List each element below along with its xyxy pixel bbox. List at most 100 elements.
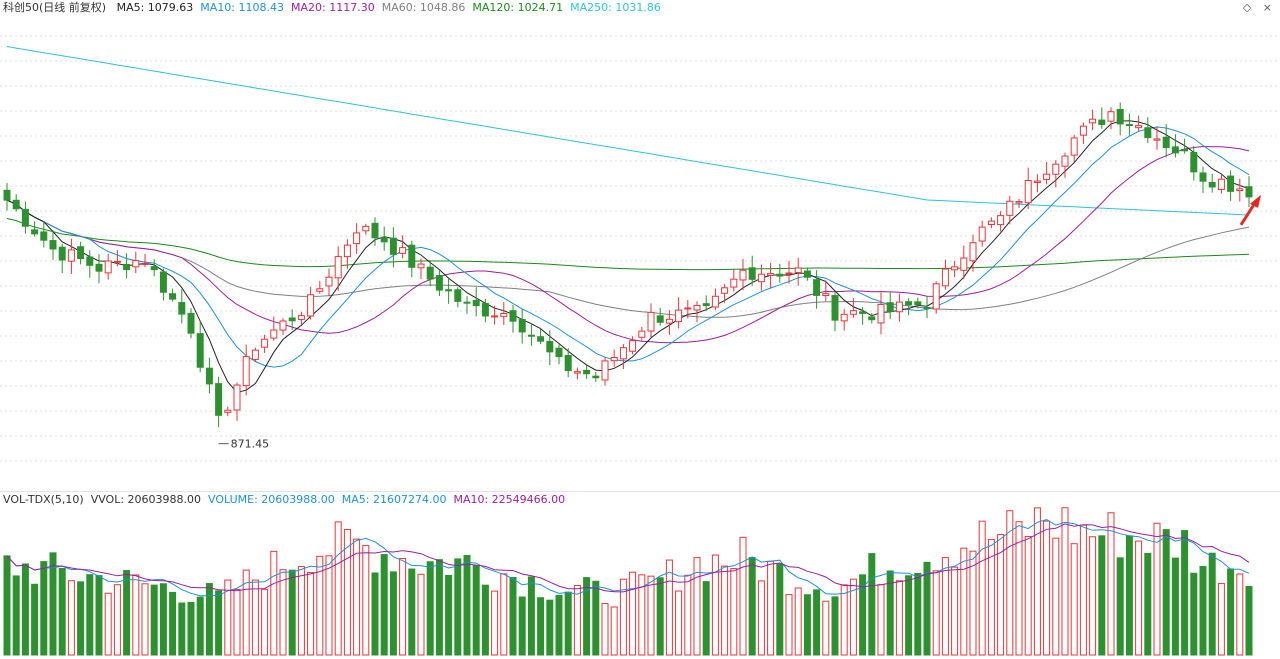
candle-body	[371, 222, 379, 239]
candle-body	[261, 338, 269, 348]
candle-body	[675, 309, 683, 323]
volume-bar	[233, 588, 241, 656]
price-legend-item: MA120: 1024.71	[472, 1, 564, 14]
volume-legend-item: MA5: 21607274.00	[341, 493, 447, 506]
volume-bar	[886, 570, 894, 656]
volume-bar	[1107, 512, 1115, 656]
candle-body	[941, 268, 949, 287]
volume-bar	[1024, 535, 1032, 656]
candle-body	[1061, 155, 1069, 167]
candle-body	[1162, 136, 1170, 149]
candle-body	[997, 215, 1005, 226]
candle-body	[435, 275, 443, 291]
volume-bar	[215, 590, 223, 656]
candle-body	[12, 199, 20, 210]
candle-body	[389, 237, 397, 255]
volume-bar	[141, 583, 149, 656]
candle-body	[757, 273, 765, 283]
volume-bar	[454, 558, 462, 656]
collapse-icon[interactable]: ◇	[1242, 1, 1252, 14]
volume-bar	[527, 576, 535, 656]
candle-body	[3, 189, 11, 201]
candle-body	[914, 301, 922, 306]
volume-bar	[610, 606, 618, 656]
price-legend-item: MA10: 1108.43	[200, 1, 284, 14]
annotations: 1171.30871.45	[218, 194, 1261, 451]
candle-body	[785, 272, 793, 275]
volume-bar	[380, 554, 388, 656]
volume-bar	[261, 588, 269, 656]
volume-legend: VOL-TDX(5,10) VVOL: 20603988.00 VOLUME: 20…	[3, 493, 572, 507]
candles	[3, 102, 1253, 428]
volume-bar	[1181, 530, 1189, 656]
volume-bar	[435, 559, 443, 656]
volume-bar	[1245, 585, 1253, 656]
candle-body	[399, 247, 407, 254]
candle-body	[380, 236, 388, 243]
ma60-line	[6, 199, 1250, 318]
volume-bar	[868, 553, 876, 656]
volume-bar	[969, 550, 977, 656]
volume-bar	[997, 534, 1005, 656]
volume-bar	[399, 558, 407, 656]
candle-body	[813, 279, 821, 296]
candle-body	[905, 301, 913, 306]
volume-legend-item: VOLUME: 20603988.00	[208, 493, 335, 506]
price-grid	[0, 35, 1280, 462]
candle-body	[803, 270, 811, 278]
candle-body	[702, 303, 710, 307]
candle-body	[132, 260, 140, 268]
ma250-series	[6, 46, 1250, 216]
volume-bar	[776, 563, 784, 656]
volume-bar	[417, 573, 425, 656]
candle-body	[1079, 125, 1087, 136]
volume-bar	[592, 580, 600, 656]
candle-body	[886, 302, 894, 312]
volume-bar	[279, 569, 287, 656]
candle-body	[95, 263, 103, 272]
candle-body	[951, 266, 959, 271]
volume-bar	[914, 572, 922, 656]
ma5-series	[6, 120, 1250, 393]
volume-bar	[702, 581, 710, 656]
candle-body	[509, 310, 517, 322]
ma120-line	[6, 218, 1250, 271]
candle-body	[638, 330, 646, 338]
panel-divider	[0, 491, 1280, 492]
volume-bar	[1199, 566, 1207, 656]
candle-body	[1181, 148, 1189, 152]
candle-body	[1144, 127, 1152, 139]
candle-body	[555, 347, 563, 358]
candle-body	[831, 295, 839, 321]
volume-bar	[1208, 552, 1216, 656]
volume-bar	[803, 594, 811, 656]
candle-body	[960, 257, 968, 271]
candle-body	[445, 289, 453, 292]
volume-bar	[3, 555, 11, 656]
candle-body	[592, 375, 600, 379]
volume-bar	[573, 585, 581, 656]
close-icon[interactable]: ×	[1262, 1, 1272, 14]
volume-bar	[169, 591, 177, 656]
candle-body	[113, 260, 121, 263]
volume-ma5-series	[6, 519, 1250, 597]
volume-ma-lines	[6, 519, 1250, 597]
volume-bar	[1162, 529, 1170, 656]
volume-bar	[389, 571, 397, 656]
candle-body	[822, 293, 830, 297]
volume-bar	[822, 600, 830, 656]
volume-bar	[721, 565, 729, 656]
candle-body	[362, 225, 370, 232]
volume-bar	[104, 592, 112, 656]
volume-bar	[500, 573, 508, 656]
candle-body	[334, 256, 342, 279]
volume-bar	[325, 555, 333, 656]
candle-body	[527, 334, 535, 337]
volume-bar	[518, 596, 526, 656]
volume-bar	[481, 584, 489, 656]
volume-bar	[951, 566, 959, 656]
volume-bar	[941, 557, 949, 656]
volume-bar	[31, 583, 39, 656]
volume-legend-item: MA10: 22549466.00	[453, 493, 566, 506]
